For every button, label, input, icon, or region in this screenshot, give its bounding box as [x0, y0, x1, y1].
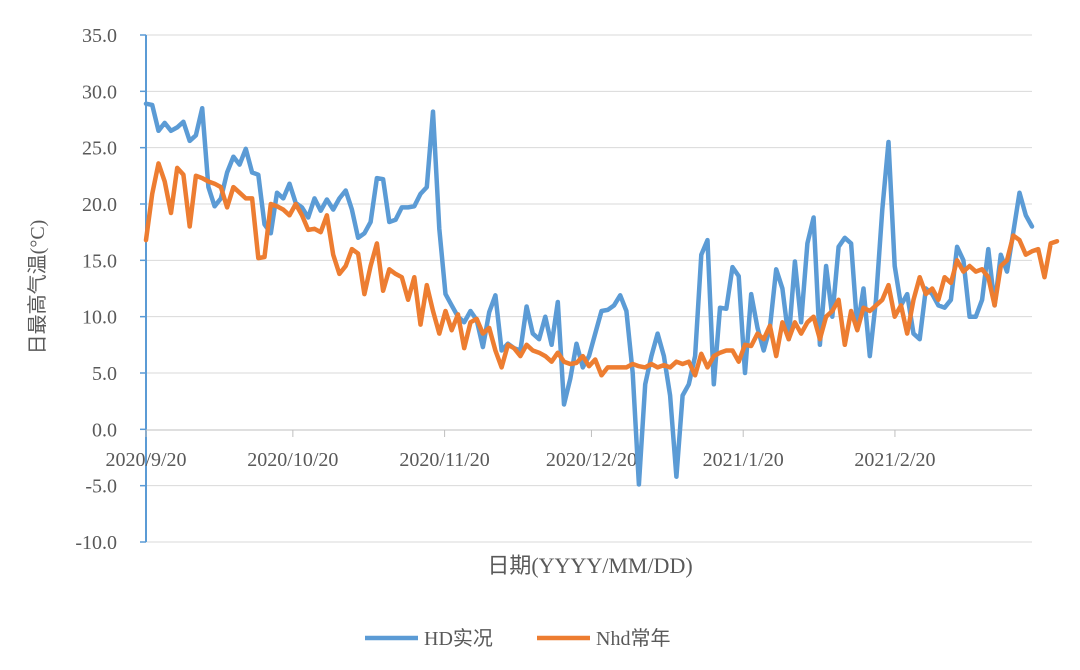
y-tick-labels: 35.0 30.0 25.0 20.0 15.0 10.0 5.0 0.0 -5.0 -10.0 — [75, 25, 117, 554]
legend-label-nhd: Nhd常年 — [596, 627, 670, 650]
series-line-hd — [143, 101, 1035, 487]
y-tick-label: -10.0 — [75, 532, 117, 554]
x-tick-label: 2020/9/20 — [105, 449, 186, 471]
y-tick-label: 35.0 — [82, 25, 117, 47]
y-tick-label: 30.0 — [82, 81, 117, 103]
axes — [145, 35, 1032, 542]
series-line-nhd — [143, 161, 1060, 378]
y-tick-label: 0.0 — [92, 419, 117, 441]
legend-label-hd: HD实况 — [424, 627, 493, 650]
x-axis-title: 日期(YYYY/MM/DD) — [487, 553, 692, 578]
legend: HD实况 Nhd常年 — [365, 627, 670, 650]
x-tick-labels: 2020/9/20 2020/10/20 2020/11/20 2020/12/20 2… — [105, 430, 936, 471]
x-tick-label: 2021/2/20 — [854, 449, 935, 471]
x-tick-label: 2021/1/20 — [703, 449, 784, 471]
legend-item-hd: HD实况 — [365, 627, 493, 650]
y-tick-label: 25.0 — [82, 138, 117, 160]
x-tick-label: 2020/12/20 — [546, 449, 637, 471]
legend-item-nhd: Nhd常年 — [537, 627, 670, 650]
y-tick-label: -5.0 — [85, 476, 117, 498]
y-axis-title: 日最高气温(°C) — [26, 220, 49, 355]
y-tick-label: 5.0 — [92, 363, 117, 385]
y-tick-label: 20.0 — [82, 194, 117, 216]
x-tick-label: 2020/11/20 — [399, 449, 489, 471]
y-tick-label: 10.0 — [82, 307, 117, 329]
x-tick-label: 2020/10/20 — [247, 449, 338, 471]
series-lines — [143, 101, 1060, 487]
y-tick-label: 15.0 — [82, 250, 117, 272]
